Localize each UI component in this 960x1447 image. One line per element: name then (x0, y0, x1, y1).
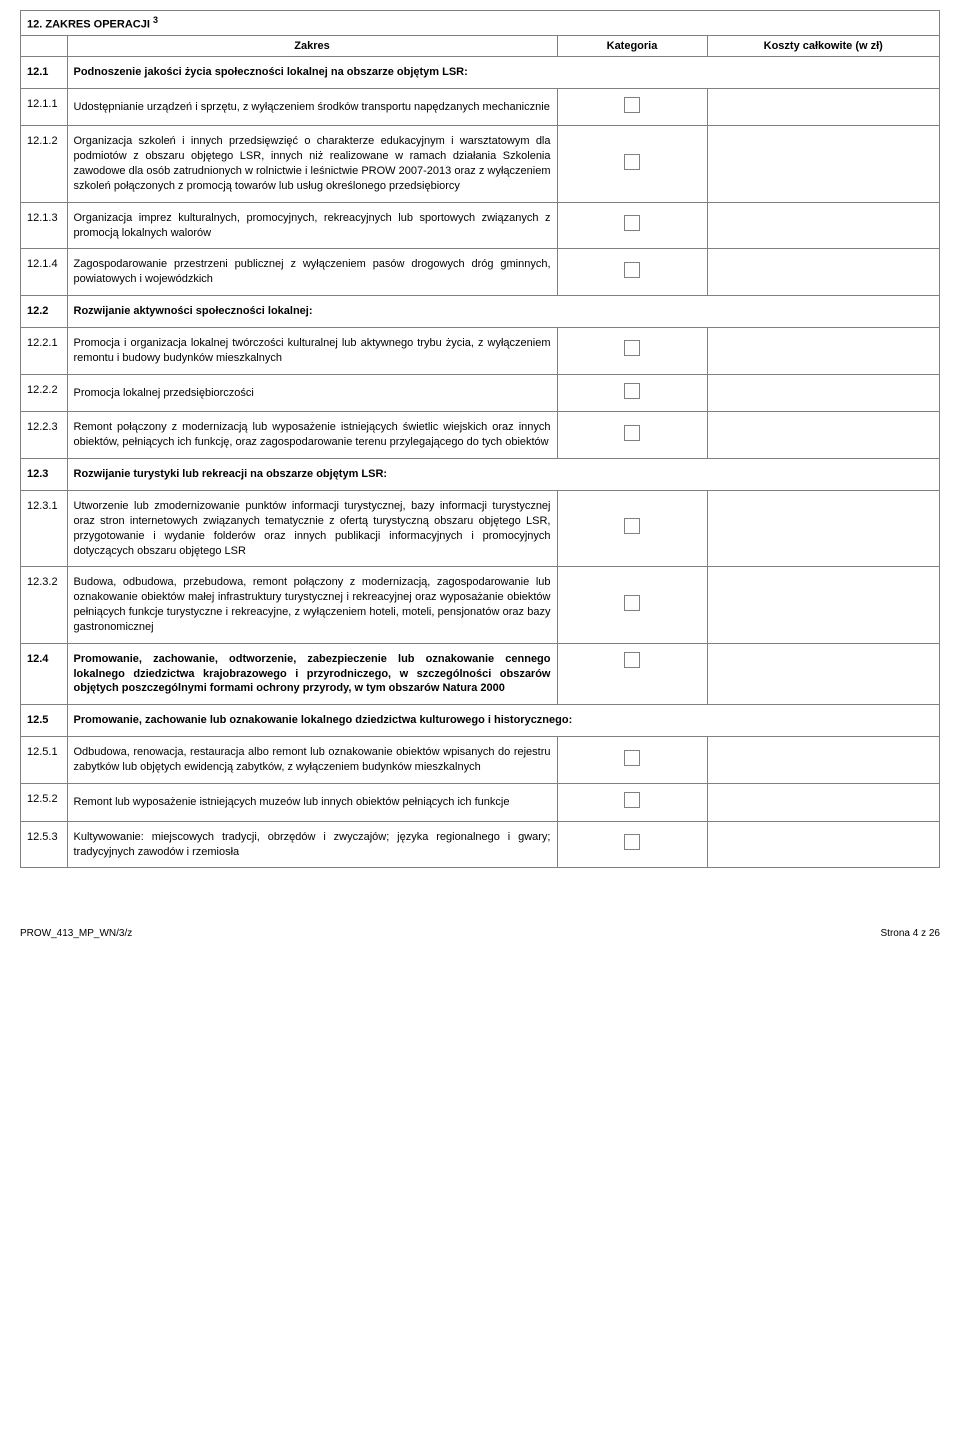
group-num: 12.5 (21, 705, 67, 737)
row-num: 12.3.1 (21, 491, 67, 567)
row-num: 12.3.2 (21, 567, 67, 643)
cost-cell[interactable] (707, 202, 939, 249)
category-cell (557, 249, 707, 296)
group-title: Promowanie, zachowanie, odtworzenie, zab… (67, 643, 557, 705)
row-text: Kultywowanie: miejscowych tradycji, obrz… (67, 821, 557, 867)
footer-right: Strona 4 z 26 (881, 928, 940, 939)
category-cell (557, 643, 707, 705)
cost-cell[interactable] (707, 88, 939, 126)
row-text: Promocja lokalnej przedsiębiorczości (67, 374, 557, 412)
category-cell (557, 126, 707, 202)
cost-cell[interactable] (707, 491, 939, 567)
category-cell (557, 88, 707, 126)
category-cell (557, 202, 707, 249)
category-cell (557, 737, 707, 784)
cost-cell[interactable] (707, 783, 939, 821)
row-num: 12.5.1 (21, 737, 67, 784)
form-container: 12. ZAKRES OPERACJI 3 Zakres Kategoria K… (20, 10, 940, 868)
category-cell (557, 327, 707, 374)
cost-cell[interactable] (707, 126, 939, 202)
section-header: 12. ZAKRES OPERACJI 3 (21, 11, 939, 36)
row-num: 12.1.4 (21, 249, 67, 296)
category-cell (557, 374, 707, 412)
row-num: 12.1.3 (21, 202, 67, 249)
group-num: 12.1 (21, 56, 67, 88)
category-checkbox[interactable] (624, 750, 640, 766)
group-title: Promowanie, zachowanie lub oznakowanie l… (67, 705, 939, 737)
page-footer: PROW_413_MP_WN/3/z Strona 4 z 26 (20, 928, 940, 939)
cost-cell[interactable] (707, 567, 939, 643)
category-cell (557, 491, 707, 567)
group-title: Rozwijanie aktywności społeczności lokal… (67, 296, 939, 328)
category-cell (557, 783, 707, 821)
column-headers: Zakres Kategoria Koszty całkowite (w zł) (21, 36, 939, 56)
category-checkbox[interactable] (624, 154, 640, 170)
group-num: 12.2 (21, 296, 67, 328)
row-text: Budowa, odbudowa, przebudowa, remont poł… (67, 567, 557, 643)
col-num-blank (21, 36, 67, 56)
cost-cell[interactable] (707, 821, 939, 867)
row-text: Organizacja szkoleń i innych przedsięwzi… (67, 126, 557, 202)
category-checkbox[interactable] (624, 834, 640, 850)
group-num: 12.4 (21, 643, 67, 705)
row-text: Organizacja imprez kulturalnych, promocy… (67, 202, 557, 249)
footer-left: PROW_413_MP_WN/3/z (20, 928, 132, 939)
cost-cell[interactable] (707, 374, 939, 412)
row-text: Odbudowa, renowacja, restauracja albo re… (67, 737, 557, 784)
row-num: 12.2.2 (21, 374, 67, 412)
category-checkbox[interactable] (624, 425, 640, 441)
category-checkbox[interactable] (624, 97, 640, 113)
row-num: 12.5.3 (21, 821, 67, 867)
section-title-text: ZAKRES OPERACJI (45, 19, 150, 31)
col-kategoria: Kategoria (557, 36, 707, 56)
row-num: 12.2.3 (21, 412, 67, 459)
row-text: Promocja i organizacja lokalnej twórczoś… (67, 327, 557, 374)
row-text: Zagospodarowanie przestrzeni publicznej … (67, 249, 557, 296)
section-sup: 3 (153, 15, 158, 25)
category-checkbox[interactable] (624, 595, 640, 611)
row-num: 12.5.2 (21, 783, 67, 821)
group-num: 12.3 (21, 459, 67, 491)
cost-cell[interactable] (707, 412, 939, 459)
cost-cell[interactable] (707, 249, 939, 296)
row-text: Udostępnianie urządzeń i sprzętu, z wyłą… (67, 88, 557, 126)
category-cell (557, 567, 707, 643)
category-checkbox[interactable] (624, 340, 640, 356)
row-num: 12.2.1 (21, 327, 67, 374)
row-text: Remont połączony z modernizacją lub wypo… (67, 412, 557, 459)
row-num: 12.1.2 (21, 126, 67, 202)
category-checkbox[interactable] (624, 215, 640, 231)
group-title: Podnoszenie jakości życia społeczności l… (67, 56, 939, 88)
row-num: 12.1.1 (21, 88, 67, 126)
category-checkbox[interactable] (624, 652, 640, 668)
section-number: 12. (27, 19, 42, 31)
category-checkbox[interactable] (624, 262, 640, 278)
row-text: Remont lub wyposażenie istniejących muze… (67, 783, 557, 821)
category-checkbox[interactable] (624, 792, 640, 808)
cost-cell[interactable] (707, 643, 939, 705)
cost-cell[interactable] (707, 737, 939, 784)
operations-table: 12.1Podnoszenie jakości życia społecznoś… (21, 56, 939, 868)
category-checkbox[interactable] (624, 383, 640, 399)
category-checkbox[interactable] (624, 518, 640, 534)
col-koszty: Koszty całkowite (w zł) (707, 36, 939, 56)
category-cell (557, 412, 707, 459)
cost-cell[interactable] (707, 327, 939, 374)
group-title: Rozwijanie turystyki lub rekreacji na ob… (67, 459, 939, 491)
col-zakres: Zakres (67, 36, 557, 56)
category-cell (557, 821, 707, 867)
row-text: Utworzenie lub zmodernizowanie punktów i… (67, 491, 557, 567)
